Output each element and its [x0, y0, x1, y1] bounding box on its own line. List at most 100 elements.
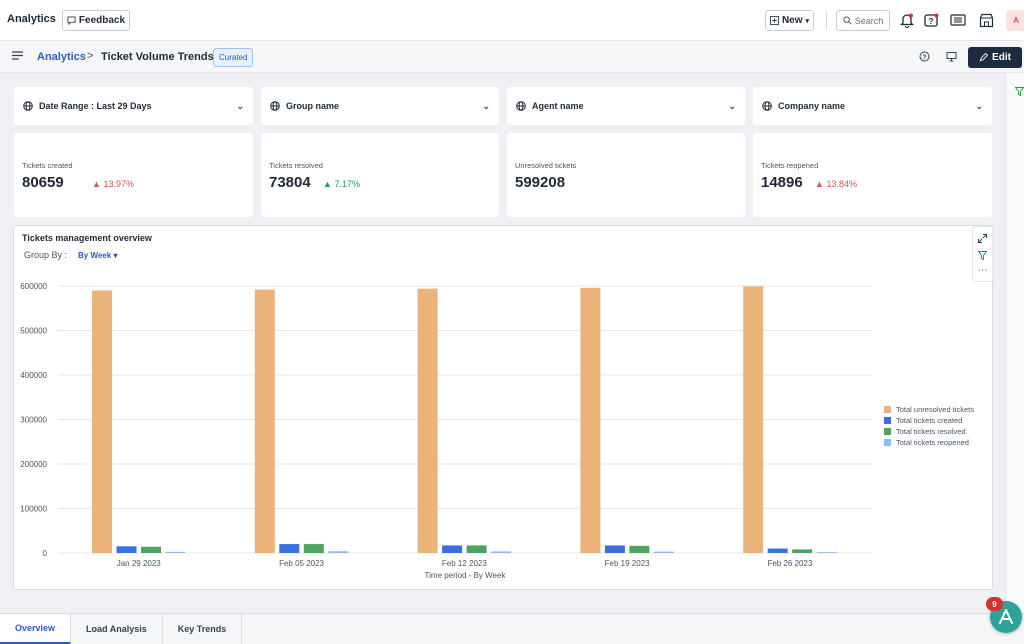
tab-overview[interactable]: Overview [0, 614, 72, 644]
y-tick-label: 500000 [20, 327, 47, 336]
legend-swatch [884, 417, 891, 424]
bar [816, 552, 837, 553]
legend-label: Total tickets reopened [896, 438, 969, 447]
y-tick-label: 0 [43, 549, 48, 558]
bar [580, 287, 601, 553]
filter-funnel-icon[interactable] [1015, 87, 1024, 96]
bar [279, 544, 300, 553]
kpi-label: Tickets created [22, 161, 73, 170]
kpi-tickets-resolved[interactable]: Tickets resolved 73804 ▲ 7.17% [261, 133, 499, 217]
arrow-up-icon: ▲ [92, 179, 101, 189]
bar [254, 289, 275, 553]
legend-swatch [884, 439, 891, 446]
notifications-button[interactable] [898, 11, 916, 29]
chart-legend: Total unresolved tickets Total tickets cr… [884, 404, 974, 448]
chevron-down-icon: ⌄ [236, 100, 244, 111]
y-tick-label: 600000 [20, 282, 47, 291]
search-icon [843, 16, 852, 25]
assistant-icon [999, 609, 1013, 624]
notification-badge: 9 [986, 597, 1003, 611]
apps-button[interactable] [949, 11, 967, 29]
legend-item[interactable]: Total tickets resolved [884, 426, 974, 437]
group-by-label: Group By : [24, 250, 68, 260]
bar [466, 545, 487, 553]
bar [442, 545, 463, 553]
bar [116, 546, 137, 553]
breadcrumb-separator: > [87, 50, 94, 62]
new-button[interactable]: New ▾ [765, 10, 814, 31]
y-tick-label: 100000 [20, 505, 47, 514]
edit-button[interactable]: Edit [968, 47, 1022, 68]
search-button[interactable]: Search [836, 10, 890, 31]
legend-swatch [884, 428, 891, 435]
legend-item[interactable]: Total unresolved tickets [884, 404, 974, 415]
avatar[interactable]: A [1006, 10, 1024, 31]
x-tick-label: Feb 12 2023 [442, 559, 487, 568]
bar [629, 545, 650, 553]
x-tick-label: Feb 26 2023 [767, 559, 812, 568]
edit-label: Edit [992, 52, 1011, 63]
group-by-dropdown[interactable]: By Week ▾ [78, 251, 118, 260]
kpi-label: Tickets reopened [761, 161, 819, 170]
globe-icon [762, 101, 772, 111]
marketplace-button[interactable] [977, 11, 995, 29]
filter-agent-name[interactable]: Agent name ⌄ [507, 87, 745, 125]
bar [743, 286, 764, 553]
filter-label: Group name [286, 101, 340, 111]
kpi-value: 80659 [22, 174, 64, 191]
filter-label: Date Range : [39, 101, 97, 111]
globe-icon [270, 101, 280, 111]
kpi-label: Tickets resolved [269, 161, 323, 170]
chevron-down-icon: ⌄ [975, 100, 983, 111]
y-tick-label: 400000 [20, 371, 47, 380]
menu-icon[interactable] [12, 51, 23, 60]
chart-toolbar: ⋯ [972, 226, 993, 282]
filter-funnel-icon[interactable] [978, 251, 987, 260]
legend-item[interactable]: Total tickets reopened [884, 437, 974, 448]
filter-value: Last 29 Days [96, 101, 152, 111]
breadcrumb-analytics-link[interactable]: Analytics [37, 51, 86, 63]
expand-icon[interactable] [978, 234, 987, 243]
chevron-down-icon: ▾ [805, 17, 810, 25]
filter-label: Agent name [532, 101, 584, 111]
y-tick-label: 200000 [20, 460, 47, 469]
legend-item[interactable]: Total tickets created [884, 415, 974, 426]
svg-text:?: ? [928, 17, 933, 26]
bar [767, 548, 788, 553]
kpi-change: ▲ 7.17% [323, 179, 360, 189]
filter-company-name[interactable]: Company name ⌄ [753, 87, 992, 125]
help-button[interactable]: ? [922, 11, 940, 29]
help-circle-icon[interactable]: ? [919, 51, 930, 62]
kpi-value: 599208 [515, 174, 566, 191]
more-options-icon[interactable]: ⋯ [977, 265, 988, 276]
kpi-tickets-created[interactable]: Tickets created 80659 ▲ 13.97% [14, 133, 253, 217]
curated-badge: Curated [213, 48, 254, 67]
bar [417, 288, 438, 553]
chevron-down-icon: ⌄ [728, 100, 736, 111]
monitor-icon[interactable] [946, 51, 957, 62]
filter-group-name[interactable]: Group name ⌄ [261, 87, 499, 125]
new-label: New [781, 15, 803, 26]
plus-square-icon [769, 16, 779, 25]
x-axis-label: Time period - By Week [425, 571, 507, 580]
bar [141, 546, 161, 553]
globe-icon [516, 101, 526, 111]
bar [491, 551, 512, 553]
filter-date-range[interactable]: Date Range : Last 29 Days ⌄ [14, 87, 253, 125]
page-title: Ticket Volume Trends [101, 51, 214, 63]
legend-label: Total tickets created [896, 416, 963, 425]
bar [653, 551, 674, 553]
legend-label: Total unresolved tickets [896, 405, 974, 414]
dashboard-tabs: Overview Load Analysis Key Trends [0, 613, 1024, 644]
tab-key-trends[interactable]: Key Trends [162, 614, 243, 644]
bell-icon [900, 13, 914, 28]
filter-label: Company name [778, 101, 846, 111]
tab-load-analysis[interactable]: Load Analysis [71, 614, 163, 644]
feedback-button[interactable]: Feedback [62, 10, 130, 31]
kpi-tickets-reopened[interactable]: Tickets reopened 14896 ▲ 13.84% [753, 133, 992, 217]
help-icon: ? [923, 13, 938, 27]
x-tick-label: Jan 29 2023 [117, 559, 162, 568]
legend-label: Total tickets resolved [896, 427, 966, 436]
kpi-unresolved-tickets[interactable]: Unresolved tickets 599208 [507, 133, 745, 217]
caret-down-icon: ▾ [113, 251, 118, 260]
